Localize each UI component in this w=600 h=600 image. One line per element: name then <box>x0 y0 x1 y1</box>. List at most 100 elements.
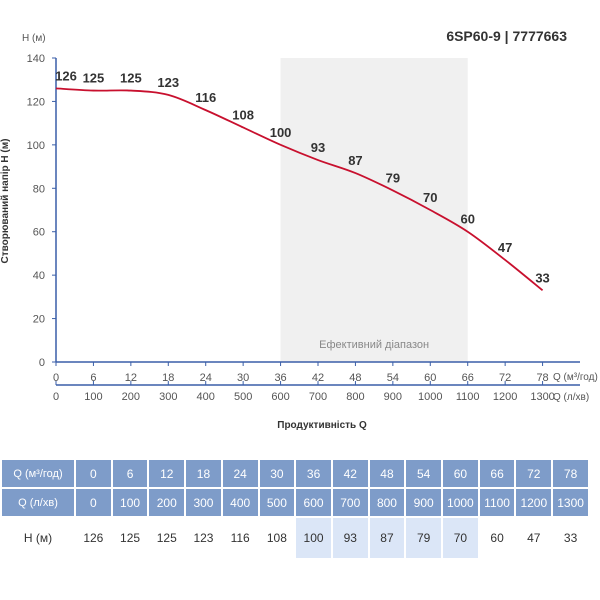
table-cell: 125 <box>149 518 185 558</box>
table-row-h: H (м) 126 125 125 123 116 108 100 93 87 79 70 60 47 33 <box>2 518 588 558</box>
x2-tick-label: 800 <box>346 391 364 403</box>
y-tick-label: 60 <box>33 227 45 239</box>
table-cell: 48 <box>369 460 405 487</box>
table-cell: 60 <box>479 518 515 558</box>
table-row-q-m3h: Q (м³/год) 0 6 12 18 24 30 36 42 48 54 60 66 72 78 <box>2 460 588 487</box>
x2-tick-label: 700 <box>309 391 327 403</box>
table-cell: 12 <box>149 460 185 487</box>
table-cell: 1100 <box>479 489 515 516</box>
data-labels: 126 125 125 123 116 108 100 93 87 79 70 60 47 33 <box>55 68 550 285</box>
x-axis-title: Продуктивність Q <box>277 420 367 431</box>
x-tick-label: 24 <box>200 372 212 384</box>
table-cell: 100 <box>296 518 331 558</box>
x2-tick-label: 1100 <box>456 391 480 403</box>
data-label: 125 <box>83 71 105 86</box>
y-axis-title: Створюваний напір Н (м) <box>0 139 11 264</box>
table-cell: 60 <box>443 460 478 487</box>
table-cell: 125 <box>112 518 148 558</box>
x2-tick-label: 900 <box>384 391 402 403</box>
x-ticks: 0 0 6 100 12 200 18 300 24 400 30 500 36 600 42 700 48 80… <box>53 362 555 403</box>
table-cell: 0 <box>76 489 111 516</box>
table-cell: 1200 <box>516 489 552 516</box>
x-tick-label: 0 <box>53 372 59 384</box>
data-table: Q (м³/год) 0 6 12 18 24 30 36 42 48 54 60 66 72 78 Q (л… <box>0 458 590 560</box>
table-cell: 123 <box>186 518 221 558</box>
table-cell: 47 <box>516 518 552 558</box>
table-cell: 70 <box>443 518 478 558</box>
table-cell: 6 <box>112 460 148 487</box>
table-cell: 500 <box>259 489 295 516</box>
y-axis-unit: H (м) <box>22 33 46 44</box>
table-cell: 36 <box>296 460 331 487</box>
data-label: 79 <box>386 170 400 185</box>
y-tick-label: 0 <box>39 357 45 369</box>
table-cell: 79 <box>406 518 442 558</box>
x-tick-label: 6 <box>90 372 96 384</box>
table-cell: 24 <box>222 460 258 487</box>
x-axis-unit-secondary: Q (л/хв) <box>553 392 589 403</box>
chart-title: 6SP60-9 | 7777663 <box>446 28 567 44</box>
data-label: 87 <box>348 153 362 168</box>
table-cell: 1000 <box>443 489 478 516</box>
table-row-label: Q (л/хв) <box>2 489 74 516</box>
data-label: 93 <box>311 140 325 155</box>
y-tick-label: 140 <box>27 53 45 65</box>
data-label: 126 <box>55 68 77 83</box>
x-tick-label: 72 <box>499 372 511 384</box>
data-label: 125 <box>120 71 142 86</box>
table-cell: 42 <box>332 460 368 487</box>
x-tick-label: 30 <box>237 372 249 384</box>
table-cell: 87 <box>369 518 405 558</box>
head-curve-line <box>55 87 544 292</box>
x-tick-label: 36 <box>274 372 286 384</box>
x-tick-label: 66 <box>462 372 474 384</box>
efficient-range-label: Ефективний діапазон <box>319 339 429 351</box>
table-cell: 54 <box>406 460 442 487</box>
x-tick-label: 78 <box>536 372 548 384</box>
efficient-range-band <box>280 58 468 362</box>
x2-tick-label: 1300 <box>530 391 554 403</box>
x2-tick-label: 0 <box>53 391 59 403</box>
table-cell: 600 <box>296 489 331 516</box>
data-label: 123 <box>157 75 179 90</box>
x2-tick-label: 100 <box>84 391 102 403</box>
table-cell: 66 <box>479 460 515 487</box>
x-tick-label: 42 <box>312 372 324 384</box>
y-tick-label: 120 <box>27 96 45 108</box>
x2-tick-label: 600 <box>271 391 289 403</box>
y-tick-label: 100 <box>27 140 45 152</box>
data-label: 33 <box>535 270 549 285</box>
table-cell: 300 <box>186 489 221 516</box>
y-tick-label: 20 <box>33 314 45 326</box>
table-cell: 1300 <box>553 489 588 516</box>
y-tick-label: 40 <box>33 270 45 282</box>
x2-tick-label: 200 <box>122 391 140 403</box>
table-cell: 100 <box>112 489 148 516</box>
table-cell: 0 <box>76 460 111 487</box>
x-tick-label: 18 <box>162 372 174 384</box>
x2-tick-label: 500 <box>234 391 252 403</box>
table-cell: 900 <box>406 489 442 516</box>
y-ticks: 0 20 40 60 80 100 120 140 <box>27 53 56 369</box>
x2-tick-label: 1200 <box>493 391 517 403</box>
table-cell: 700 <box>332 489 368 516</box>
data-label: 116 <box>195 90 216 105</box>
x2-tick-label: 1000 <box>418 391 442 403</box>
x2-tick-label: 300 <box>159 391 177 403</box>
data-label: 47 <box>498 240 512 255</box>
table-cell: 18 <box>186 460 221 487</box>
data-label: 100 <box>270 125 292 140</box>
table-cell: 93 <box>332 518 368 558</box>
x-axis-unit-primary: Q (м³/год) <box>553 372 598 383</box>
data-label: 108 <box>232 107 254 122</box>
table-row-label: Q (м³/год) <box>2 460 74 487</box>
table-cell: 78 <box>553 460 588 487</box>
data-label: 60 <box>460 212 474 227</box>
table-cell: 108 <box>259 518 295 558</box>
x2-tick-label: 400 <box>197 391 215 403</box>
table-cell: 30 <box>259 460 295 487</box>
table-cell: 800 <box>369 489 405 516</box>
table-cell: 200 <box>149 489 185 516</box>
table-cell: 116 <box>222 518 258 558</box>
table-cell: 72 <box>516 460 552 487</box>
